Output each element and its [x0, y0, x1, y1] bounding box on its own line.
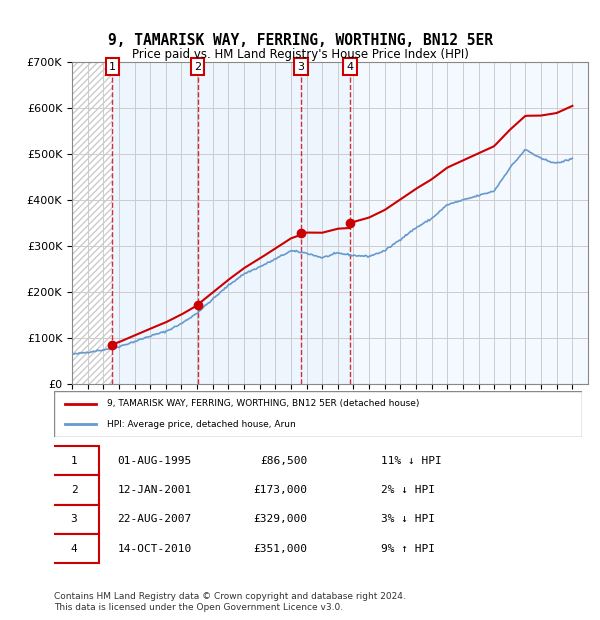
Text: 4: 4	[71, 544, 77, 554]
Text: £329,000: £329,000	[253, 514, 307, 525]
Text: 3: 3	[71, 514, 77, 525]
Text: £173,000: £173,000	[253, 485, 307, 495]
Text: 9, TAMARISK WAY, FERRING, WORTHING, BN12 5ER: 9, TAMARISK WAY, FERRING, WORTHING, BN12…	[107, 33, 493, 48]
Text: 2: 2	[194, 61, 201, 71]
Text: 4: 4	[346, 61, 353, 71]
Text: 2% ↓ HPI: 2% ↓ HPI	[382, 485, 436, 495]
Text: 01-AUG-1995: 01-AUG-1995	[118, 456, 191, 466]
FancyBboxPatch shape	[49, 505, 99, 534]
Text: 2: 2	[71, 485, 77, 495]
FancyBboxPatch shape	[49, 476, 99, 505]
Text: £351,000: £351,000	[253, 544, 307, 554]
Text: 11% ↓ HPI: 11% ↓ HPI	[382, 456, 442, 466]
Text: HPI: Average price, detached house, Arun: HPI: Average price, detached house, Arun	[107, 420, 296, 428]
Text: 12-JAN-2001: 12-JAN-2001	[118, 485, 191, 495]
FancyBboxPatch shape	[54, 391, 582, 437]
Text: 1: 1	[109, 61, 116, 71]
Text: 14-OCT-2010: 14-OCT-2010	[118, 544, 191, 554]
FancyBboxPatch shape	[49, 446, 99, 476]
Text: Contains HM Land Registry data © Crown copyright and database right 2024.
This d: Contains HM Land Registry data © Crown c…	[54, 592, 406, 611]
Text: 9% ↑ HPI: 9% ↑ HPI	[382, 544, 436, 554]
Text: £86,500: £86,500	[260, 456, 307, 466]
Text: 3: 3	[298, 61, 304, 71]
Text: Price paid vs. HM Land Registry's House Price Index (HPI): Price paid vs. HM Land Registry's House …	[131, 48, 469, 61]
Text: 9, TAMARISK WAY, FERRING, WORTHING, BN12 5ER (detached house): 9, TAMARISK WAY, FERRING, WORTHING, BN12…	[107, 399, 419, 408]
Bar	[72, 62, 112, 384]
Text: 3% ↓ HPI: 3% ↓ HPI	[382, 514, 436, 525]
Text: 22-AUG-2007: 22-AUG-2007	[118, 514, 191, 525]
FancyBboxPatch shape	[49, 534, 99, 563]
Text: 1: 1	[71, 456, 77, 466]
